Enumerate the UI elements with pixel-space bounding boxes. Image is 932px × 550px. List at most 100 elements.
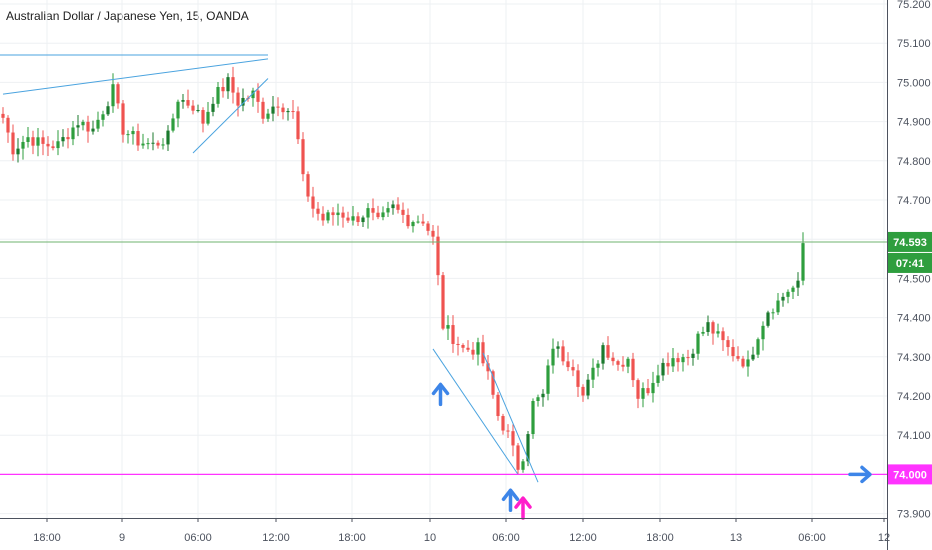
candle-body xyxy=(181,100,185,102)
candle-body xyxy=(476,342,480,355)
candle-body xyxy=(266,113,270,119)
y-tick-label: 74.200 xyxy=(897,391,931,403)
candle-body xyxy=(26,137,30,142)
candle-body xyxy=(766,312,770,326)
candle-body xyxy=(651,382,655,394)
candle-body xyxy=(791,287,795,292)
candle-body xyxy=(271,106,275,114)
support-price-badge-bg xyxy=(888,464,932,485)
candle-body xyxy=(111,84,115,107)
countdown-badge-text: 07:41 xyxy=(896,258,924,270)
candle-body xyxy=(481,342,485,364)
candle-body xyxy=(721,331,725,341)
candle-body xyxy=(701,331,705,334)
candle-body xyxy=(211,103,215,112)
candle-body xyxy=(511,431,515,446)
candle-body xyxy=(316,208,320,214)
candle-body xyxy=(676,358,680,363)
x-tick-label: 18:00 xyxy=(338,532,366,544)
candle-body xyxy=(251,90,255,99)
candle-body xyxy=(216,87,220,104)
candle-body xyxy=(241,97,245,106)
candle-body xyxy=(36,137,40,146)
candle-body xyxy=(46,143,50,147)
candle-body xyxy=(131,131,135,135)
candle-body xyxy=(736,356,740,359)
y-tick-label: 74.400 xyxy=(897,313,931,325)
up-arrow-blue xyxy=(501,488,520,512)
candle-body xyxy=(416,221,420,223)
candle-body xyxy=(176,101,180,119)
candle-body xyxy=(616,361,620,365)
candle-body xyxy=(196,110,200,112)
candle-body xyxy=(751,354,755,360)
candle-body xyxy=(446,325,450,329)
candle-body xyxy=(356,216,360,223)
candle-body xyxy=(561,346,565,362)
candle-body xyxy=(281,107,285,113)
candle-body xyxy=(161,144,165,146)
candle-body xyxy=(541,393,545,398)
candle-body xyxy=(56,141,60,149)
candle-body xyxy=(171,118,175,131)
candle-body xyxy=(566,361,570,368)
candle-body xyxy=(221,87,225,92)
up-arrow-magenta xyxy=(514,496,532,520)
x-tick-label: 18:00 xyxy=(646,532,674,544)
candle-body xyxy=(726,340,730,348)
candle-body xyxy=(471,349,475,355)
candle-body xyxy=(381,212,385,218)
y-tick-label: 74.700 xyxy=(897,195,931,207)
trend-line xyxy=(2,58,269,95)
candle-body xyxy=(101,114,105,120)
candle-body xyxy=(596,363,600,368)
countdown-badge: 07:41 xyxy=(888,252,932,273)
candle-body xyxy=(546,365,550,394)
candle-body xyxy=(1,113,5,118)
candle-body xyxy=(576,370,580,387)
grid xyxy=(0,0,887,518)
candle-body xyxy=(236,92,240,106)
x-tick-label: 06:00 xyxy=(184,532,212,544)
candle-body xyxy=(426,223,430,231)
candle-body xyxy=(776,300,780,313)
candle-body xyxy=(336,212,340,216)
candle-body xyxy=(376,212,380,218)
candle-body xyxy=(661,362,665,376)
candle-body xyxy=(506,430,510,432)
candle-body xyxy=(421,221,425,224)
trend-line xyxy=(192,78,269,154)
candle-body xyxy=(21,141,25,149)
candle-body xyxy=(406,214,410,227)
candle-body xyxy=(591,367,595,380)
candle-body xyxy=(231,77,235,93)
candle-body xyxy=(491,371,495,395)
candle-body xyxy=(386,208,390,213)
candle-body xyxy=(706,322,710,332)
y-tick-label: 75.200 xyxy=(897,0,931,11)
candle-body xyxy=(291,111,295,113)
candle-body xyxy=(191,105,195,111)
candle-body xyxy=(436,236,440,276)
candle-body xyxy=(76,125,80,128)
candle-body xyxy=(771,312,775,314)
candle-body xyxy=(81,121,85,126)
candle-body xyxy=(606,345,610,358)
candle-body xyxy=(641,388,645,399)
candle-body xyxy=(556,346,560,349)
y-tick-label: 74.500 xyxy=(897,273,931,285)
chart-title: Australian Dollar / Japanese Yen, 15, OA… xyxy=(6,9,249,23)
candle-body xyxy=(496,394,500,417)
candle-body xyxy=(91,128,95,132)
countdown-badge-bg xyxy=(888,252,932,273)
candle-body xyxy=(341,212,345,218)
candle-body xyxy=(306,174,310,197)
candle-body xyxy=(261,101,265,119)
candle-body xyxy=(601,345,605,364)
candle-body xyxy=(371,208,375,213)
candle-body xyxy=(781,296,785,301)
candle-body xyxy=(671,358,675,367)
candle-body xyxy=(286,111,290,113)
